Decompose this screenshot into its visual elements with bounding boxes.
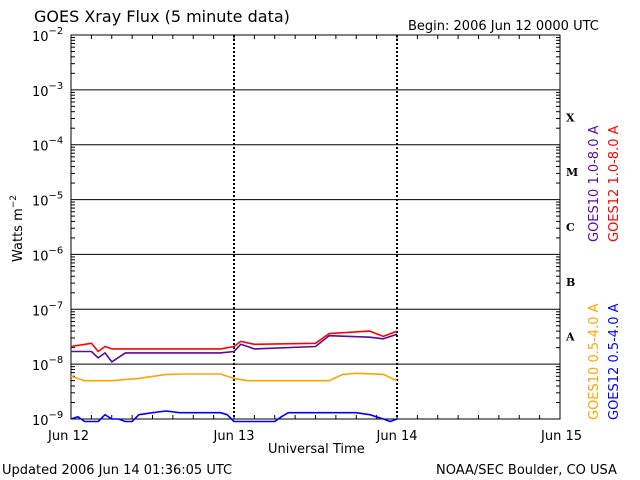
y-tick-label: 10−9 bbox=[32, 410, 63, 429]
legend-label: GOES12 0.5-4.0 A bbox=[607, 303, 622, 420]
plot-frame bbox=[70, 34, 561, 420]
legend-item: GOES10 1.0-8.0 A bbox=[587, 125, 602, 242]
series-lines bbox=[70, 330, 398, 423]
y-tick-label: 10−2 bbox=[32, 26, 63, 45]
y-axis-title-text: Watts m−2 bbox=[9, 195, 26, 262]
legend-item: GOES12 0.5-4.0 A bbox=[607, 303, 622, 420]
x-tick-label: Jun 13 bbox=[213, 429, 255, 444]
series-line bbox=[70, 330, 398, 353]
series-line bbox=[70, 410, 398, 423]
legend-item: GOES10 0.5-4.0 A bbox=[587, 303, 602, 420]
flare-class-label: M bbox=[566, 166, 578, 179]
y-tick-label: 10−5 bbox=[32, 191, 63, 210]
y-tick-label: 10−4 bbox=[32, 136, 63, 155]
updated-text: Updated 2006 Jun 14 01:36:05 UTC bbox=[2, 463, 232, 478]
legend-label: GOES10 0.5-4.0 A bbox=[587, 303, 602, 420]
y-tick-label: 10−8 bbox=[32, 355, 63, 374]
x-axis-ticks: Jun 12 Jun 13 Jun 14 Jun 15 bbox=[47, 35, 582, 444]
x-tick-label: Jun 14 bbox=[376, 429, 418, 444]
y-axis-ticks: 10−9 10−8 10−7 10−6 10−5 10−4 10−3 10−2 bbox=[32, 26, 560, 429]
flare-class-labels: X M C B A bbox=[565, 111, 578, 343]
x-tick-label: Jun 15 bbox=[540, 429, 582, 444]
legend-label: GOES12 1.0-8.0 A bbox=[607, 125, 622, 242]
legend: GOES10 1.0-8.0 A GOES12 1.0-8.0 A GOES10 0… bbox=[587, 125, 622, 420]
series-line bbox=[71, 333, 398, 363]
x-axis-title: Universal Time bbox=[268, 442, 365, 457]
legend-item: GOES12 1.0-8.0 A bbox=[607, 125, 622, 242]
flare-class-label: X bbox=[566, 111, 575, 124]
x-tick-label: Jun 12 bbox=[47, 429, 89, 444]
series-line bbox=[70, 372, 398, 382]
begin-time: Begin: 2006 Jun 12 0000 UTC bbox=[408, 19, 599, 34]
y-tick-label: 10−6 bbox=[32, 245, 63, 264]
flare-class-label: A bbox=[565, 331, 575, 344]
y-tick-label: 10−3 bbox=[32, 81, 63, 100]
grid-lines bbox=[71, 35, 560, 419]
credit-text: NOAA/SEC Boulder, CO USA bbox=[436, 463, 617, 478]
flare-class-label: B bbox=[566, 276, 575, 289]
flare-class-label: C bbox=[566, 221, 575, 234]
chart-title: GOES Xray Flux (5 minute data) bbox=[34, 7, 290, 26]
y-axis-title: Watts m−2 bbox=[9, 195, 26, 262]
legend-label: GOES10 1.0-8.0 A bbox=[587, 125, 602, 242]
y-tick-label: 10−7 bbox=[32, 300, 63, 319]
